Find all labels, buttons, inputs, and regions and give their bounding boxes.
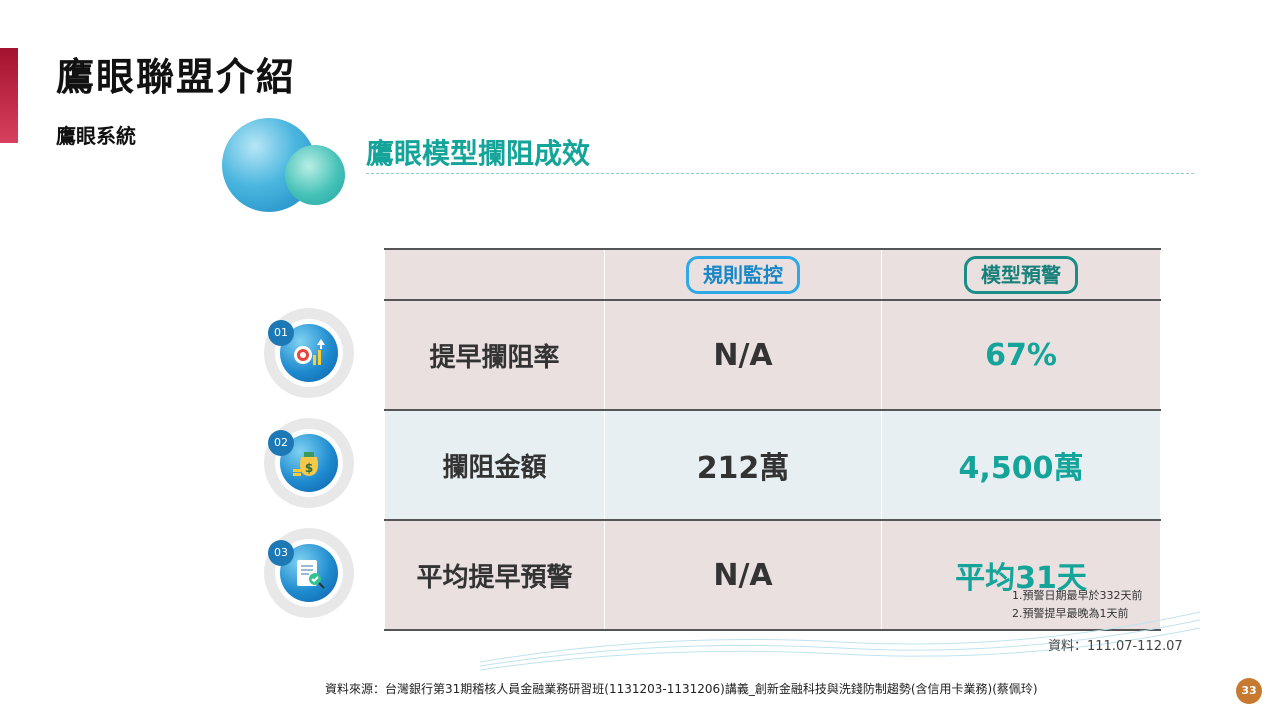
row-icon-02: $ 02 bbox=[264, 418, 354, 508]
row-label: 平均提早預警 bbox=[384, 519, 605, 631]
row-badge: 01 bbox=[268, 320, 294, 346]
heading-divider bbox=[366, 173, 1194, 174]
table-row: 攔阻金額 212萬 4,500萬 bbox=[384, 409, 1161, 521]
data-range-note: 資料：111.07-112.07 bbox=[1048, 639, 1183, 654]
page-subtitle: 鷹眼系統 bbox=[56, 124, 136, 148]
note-line: 2.預警提早最晚為1天前 bbox=[1012, 607, 1129, 620]
decorative-wave bbox=[480, 611, 1200, 671]
page-title: 鷹眼聯盟介紹 bbox=[56, 55, 297, 99]
rule-value: N/A bbox=[604, 299, 882, 411]
rule-monitoring-pill: 規則監控 bbox=[686, 255, 800, 294]
decorative-circle-small bbox=[285, 145, 345, 205]
page-number-badge: 33 bbox=[1236, 678, 1262, 704]
row-label: 提早攔阻率 bbox=[384, 299, 605, 411]
row-icon-01: 01 bbox=[264, 308, 354, 398]
table-row: 平均提早預警 N/A 平均31天 1.預警日期最早於332天前 2.預警提早最晚… bbox=[384, 519, 1161, 631]
table-header-row: 規則監控 模型預警 bbox=[384, 248, 1161, 301]
rule-value: N/A bbox=[604, 519, 882, 631]
result-table: 規則監控 模型預警 提早攔阻率 N/A 67% 攔阻金額 212萬 4,500萬… bbox=[384, 248, 1161, 631]
row-badge: 03 bbox=[268, 540, 294, 566]
section-heading: 鷹眼模型攔阻成效 bbox=[366, 137, 591, 170]
row-icon-03: 03 bbox=[264, 528, 354, 618]
table-row: 提早攔阻率 N/A 67% bbox=[384, 299, 1161, 411]
row-badge: 02 bbox=[268, 430, 294, 456]
row-label: 攔阻金額 bbox=[384, 409, 605, 521]
svg-text:$: $ bbox=[305, 461, 313, 475]
footer-source: 資料來源：台灣銀行第31期稽核人員金融業務研習班(1131203-1131206… bbox=[325, 682, 1038, 696]
model-value: 4,500萬 bbox=[881, 409, 1161, 521]
model-value: 平均31天 bbox=[955, 561, 1087, 596]
rule-value: 212萬 bbox=[604, 409, 882, 521]
header-empty-cell bbox=[384, 248, 605, 301]
accent-bar bbox=[0, 48, 18, 143]
table-notes: 1.預警日期最早於332天前 2.預警提早最晚為1天前 bbox=[1012, 587, 1150, 623]
model-value: 67% bbox=[881, 299, 1161, 411]
note-line: 1.預警日期最早於332天前 bbox=[1012, 589, 1143, 602]
model-value-cell: 平均31天 1.預警日期最早於332天前 2.預警提早最晚為1天前 bbox=[881, 519, 1161, 631]
header-model-cell: 模型預警 bbox=[881, 248, 1161, 301]
model-warning-pill: 模型預警 bbox=[964, 255, 1078, 294]
header-rule-cell: 規則監控 bbox=[604, 248, 882, 301]
